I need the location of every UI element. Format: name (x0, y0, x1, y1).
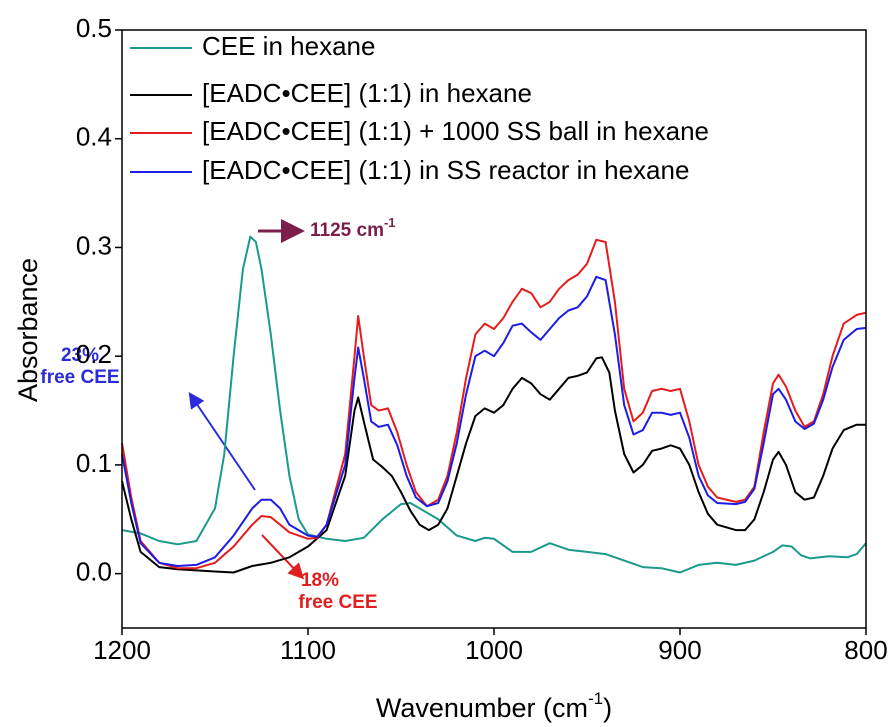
legend-label: [EADC•CEE] (1:1) + 1000 SS ball in hexan… (202, 116, 709, 146)
annotation: free CEE (40, 367, 119, 388)
x-tick-label: 1100 (280, 635, 336, 665)
x-axis-label: Wavenumber (cm-1) (376, 689, 612, 723)
y-tick-label: 0.2 (76, 339, 112, 369)
x-tick-label: 900 (658, 635, 701, 665)
annotation: 18% (301, 570, 339, 591)
y-tick-label: 0.4 (76, 122, 112, 152)
y-tick-label: 0.5 (76, 13, 112, 43)
annotation: 1125 cm-1 (310, 215, 396, 241)
y-tick-label: 0.1 (76, 448, 112, 478)
legend-label: [EADC•CEE] (1:1) in SS reactor in hexane (202, 155, 689, 185)
annotation-text: 1125 cm (310, 220, 384, 241)
series-line (121, 356, 866, 574)
series-line (121, 275, 867, 567)
y-tick-label: 0.3 (76, 230, 112, 260)
legend-label: CEE in hexane (202, 31, 375, 61)
arrow (188, 392, 256, 491)
annotation: free CEE (298, 592, 377, 613)
annotation-sup: -1 (384, 215, 396, 230)
y-tick-label: 0.0 (76, 557, 112, 587)
legend-label: [EADC•CEE] (1:1) in hexane (202, 78, 532, 108)
x-label-sup: -1 (588, 689, 603, 708)
y-axis-label: Absorbance (13, 258, 43, 402)
x-tick-label: 1200 (93, 635, 151, 665)
x-tick-label: 1000 (465, 635, 523, 665)
x-tick-label: 800 (844, 635, 887, 665)
plot-frame (121, 29, 867, 629)
x-label-text: ) (603, 693, 612, 723)
annotation: 23% (61, 345, 99, 366)
series-line (121, 235, 867, 574)
x-label-text: Wavenumber (cm (376, 693, 588, 723)
arrow (261, 534, 305, 580)
